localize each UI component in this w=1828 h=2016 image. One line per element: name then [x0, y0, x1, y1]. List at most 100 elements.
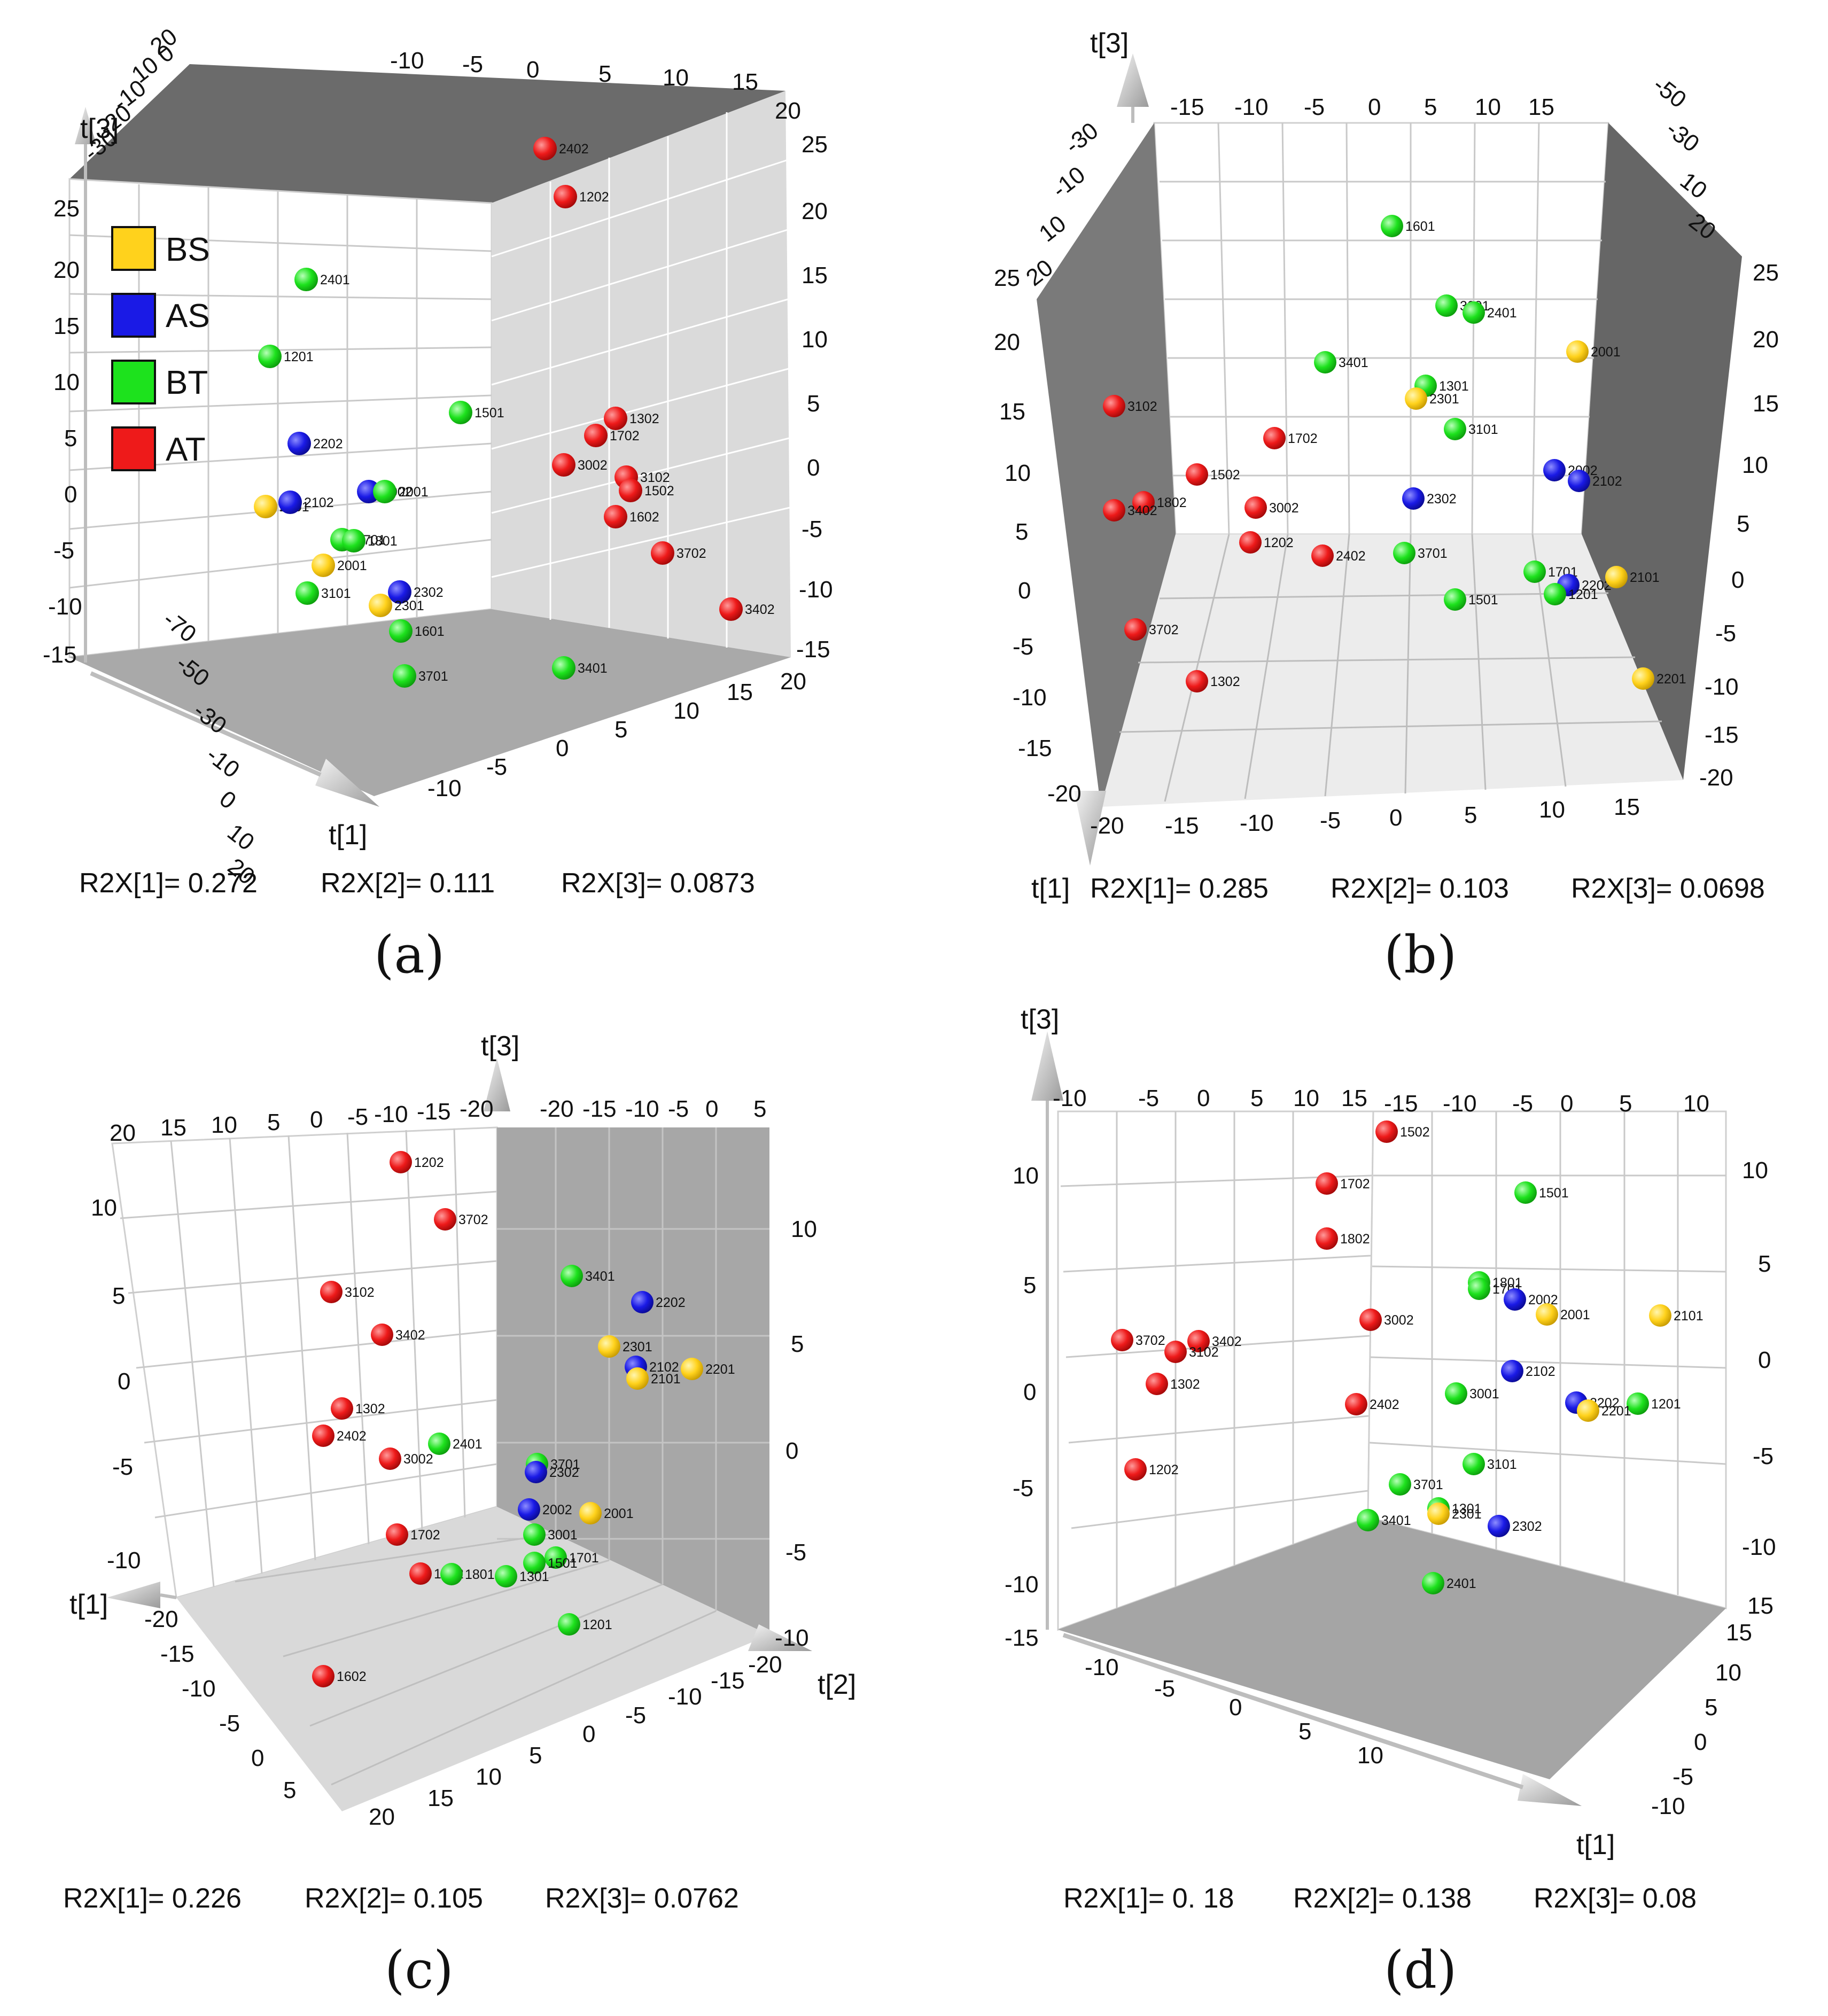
tick: 0 [1229, 1694, 1242, 1721]
data-point-as-2102 [278, 491, 302, 514]
data-point-bt-3001 [1445, 1382, 1467, 1405]
tick: 10 [802, 326, 828, 353]
tick: -15 [711, 1668, 745, 1694]
data-point-label: 1502 [1210, 468, 1240, 482]
data-point-at-1502 [1186, 463, 1208, 486]
data-point-at-3102 [1164, 1341, 1187, 1363]
panel-a-caption: (a) [374, 925, 445, 985]
data-point-bt-3101 [1463, 1453, 1485, 1475]
tick: -10 [427, 775, 462, 801]
data-point-label: 1201 [284, 349, 314, 364]
panel-c-ticks-top-left: 20 15 10 5 0 -5 -10 -15 -20 [110, 1096, 494, 1146]
data-point-label: 1601 [415, 624, 445, 639]
data-point-bt-1601 [1381, 215, 1403, 237]
data-point-bs-2201 [681, 1358, 703, 1380]
tick: -10 [668, 1684, 702, 1710]
data-point-bs-2001 [1536, 1303, 1558, 1326]
tick: 10 [1742, 1157, 1768, 1184]
tick: 10 [1683, 1091, 1709, 1117]
panel-d-r2x-1: R2X[1]= 0. 18 [1063, 1883, 1234, 1914]
data-point-label: 1702 [610, 429, 640, 443]
tick: -10 [1234, 94, 1269, 120]
tick: -5 [112, 1454, 133, 1480]
tick: -5 [1320, 807, 1341, 834]
data-point-label: 2101 [1674, 1309, 1703, 1324]
data-point-label: 2001 [604, 1506, 634, 1521]
tick: 5 [1737, 511, 1749, 537]
data-point-label: 2401 [320, 273, 350, 287]
tick: 10 [1715, 1660, 1741, 1686]
panel-d-caption: (d) [1384, 1940, 1457, 2000]
tick: 15 [1528, 94, 1554, 120]
data-point-bs-2301 [1427, 1503, 1450, 1525]
tick: 10 [1034, 211, 1071, 247]
data-point-label: 3701 [1413, 1477, 1443, 1492]
tick: -5 [1013, 1475, 1033, 1501]
data-point-at-3002 [552, 453, 575, 477]
data-point-at-3402 [371, 1324, 393, 1346]
panel-c-ticks-bottom-left: -20 -15 -10 -5 0 5 [144, 1606, 296, 1803]
panel-d-t3-label: t[3] [1021, 1004, 1059, 1035]
tick: -10 [182, 1676, 216, 1702]
tick: -10 [799, 577, 833, 603]
data-point-label: 3402 [745, 602, 775, 617]
data-point-label: 1601 [1405, 219, 1435, 234]
data-point-bt-3701 [1389, 1473, 1411, 1496]
panel-c-ticks-top-right: -20 -15 -10 -5 0 5 [540, 1096, 766, 1122]
data-point-label: 3702 [458, 1212, 488, 1227]
tick: -10 [1443, 1091, 1477, 1117]
data-point-label: 1501 [1468, 593, 1498, 608]
tick: -5 [1673, 1764, 1693, 1790]
data-point-at-1302 [331, 1397, 353, 1420]
data-point-bt-1501 [1444, 588, 1466, 611]
panel-d-t1-label: t[1] [1576, 1830, 1615, 1861]
tick: -10 [1240, 810, 1274, 836]
panel-d-t1-arrow [1518, 1774, 1582, 1806]
tick: -15 [796, 636, 830, 663]
legend-label-as: AS [166, 298, 210, 334]
data-point-as-2202 [287, 432, 311, 455]
tick: -10 [1047, 161, 1090, 203]
data-point-label: 3002 [403, 1452, 433, 1467]
data-point-label: 2201 [1656, 672, 1686, 687]
data-point-label: 1502 [1400, 1125, 1430, 1140]
tick: -5 [1154, 1676, 1175, 1702]
tick: 0 [251, 1745, 264, 1771]
tick: -5 [1013, 634, 1033, 660]
panel-d: t[3] t[1] -10 -5 0 5 10 15 -15 -10 -5 0 … [1005, 1004, 1776, 2000]
tick: 0 [310, 1107, 323, 1133]
tick: -5 [486, 754, 507, 780]
data-point-at-3702 [1111, 1329, 1133, 1351]
data-point-label: 3702 [676, 546, 706, 561]
data-point-bt-3401 [561, 1265, 583, 1287]
data-point-as-2102 [1501, 1360, 1523, 1382]
data-point-bt-3701 [1393, 542, 1415, 564]
data-point-as-2302 [1402, 487, 1425, 510]
data-point-bt-2401 [428, 1433, 450, 1455]
data-point-at-1702 [584, 424, 608, 447]
data-point-label: 2001 [337, 558, 367, 573]
data-point-label: 2401 [1446, 1576, 1476, 1591]
tick: -20 [460, 1096, 494, 1122]
data-point-bt-1801 [440, 1563, 463, 1585]
data-point-bs-2201 [1632, 667, 1654, 690]
tick: -5 [1304, 94, 1325, 120]
tick: -5 [1753, 1443, 1773, 1469]
tick: 5 [1619, 1091, 1632, 1117]
data-point-at-3702 [434, 1208, 456, 1231]
data-point-label: 1702 [1288, 431, 1318, 446]
data-point-at-3702 [1124, 618, 1147, 641]
tick: 5 [614, 717, 627, 743]
panel-c-caption: (c) [385, 1940, 454, 2000]
data-point-bt-1301 [495, 1565, 517, 1587]
panel-b-floor [1101, 534, 1683, 807]
data-point-bt-3401 [1357, 1509, 1379, 1531]
tick: 5 [1424, 94, 1437, 120]
tick: 20 [775, 98, 801, 124]
data-point-at-3402 [1103, 499, 1125, 521]
tick: 10 [1293, 1085, 1319, 1111]
data-point-label: 2102 [304, 495, 334, 510]
tick: -5 [1512, 1091, 1533, 1117]
data-point-label: 1801 [465, 1567, 495, 1582]
data-point-label: 2202 [313, 437, 343, 452]
